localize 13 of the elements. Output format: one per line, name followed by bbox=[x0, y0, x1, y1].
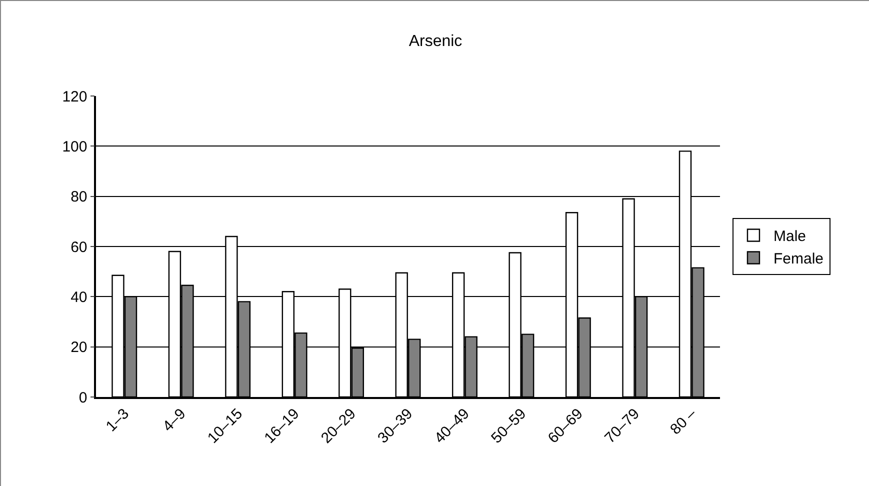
legend-label: Female bbox=[773, 250, 824, 268]
y-tick-label: 0 bbox=[78, 389, 88, 406]
y-tick-label: 80 bbox=[70, 188, 88, 206]
y-tick-label: 60 bbox=[70, 238, 88, 256]
legend-label: Male bbox=[773, 228, 806, 246]
x-tick-label: 1–3 bbox=[102, 405, 132, 436]
x-tick-label: 80 – bbox=[667, 404, 700, 438]
x-tick-label: 4–9 bbox=[160, 405, 190, 436]
y-tick-label: 20 bbox=[70, 339, 88, 356]
y-tick-label: 40 bbox=[70, 288, 88, 306]
y-tick-label: 100 bbox=[62, 138, 88, 156]
chart-title: Arsenic bbox=[408, 33, 462, 50]
y-tick-label: 120 bbox=[62, 88, 88, 106]
